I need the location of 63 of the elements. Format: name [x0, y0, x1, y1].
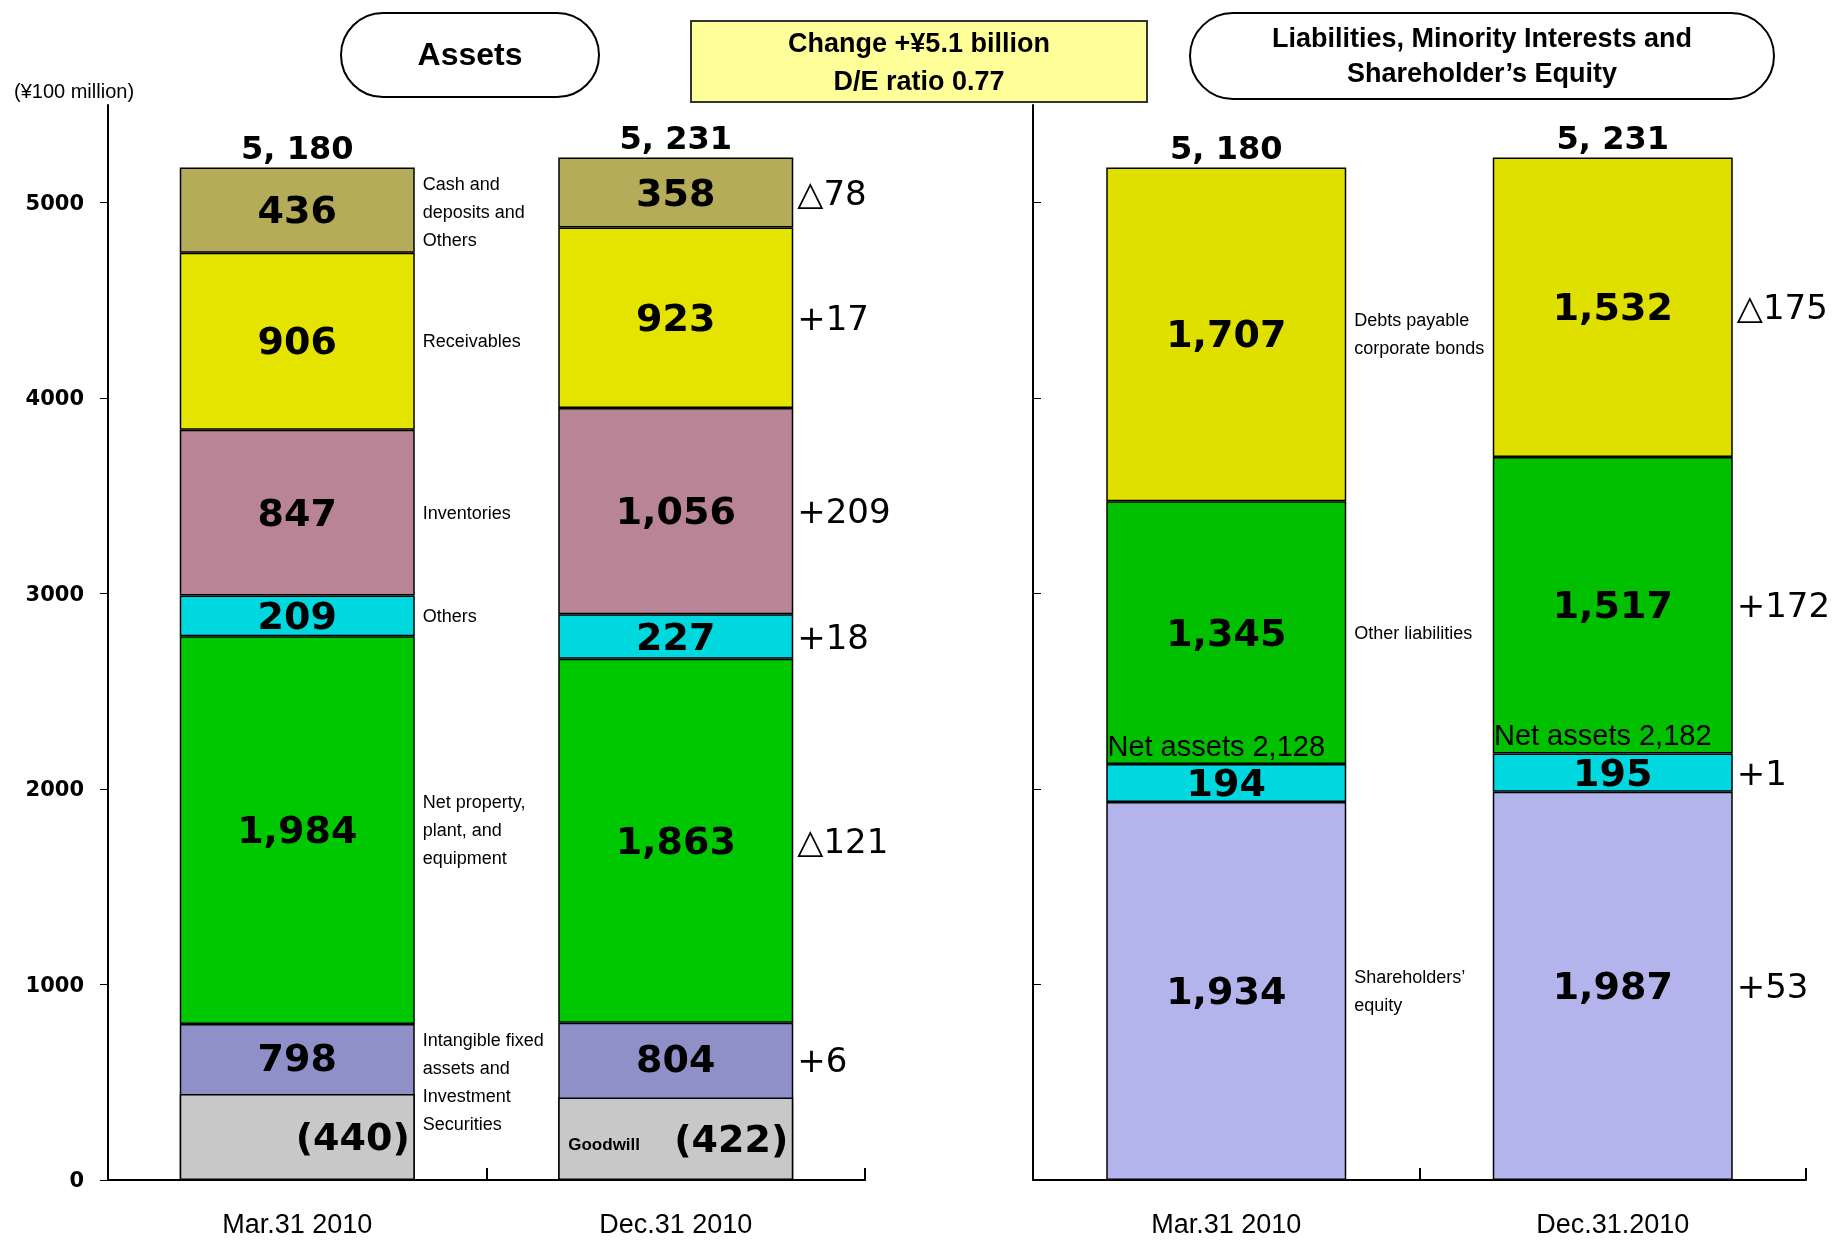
series-label: Shareholders’ equity: [1354, 967, 1470, 1015]
series-label: Cash and deposits and Others: [422, 173, 530, 250]
annotation: +18: [797, 616, 870, 657]
x-tick-label: Dec.31 2010: [599, 1208, 753, 1239]
annotation: +53: [1736, 965, 1809, 1006]
annotation: +6: [797, 1040, 848, 1081]
series-label: Inventories: [422, 502, 511, 523]
data-label: 1,056: [615, 489, 736, 534]
annotation: △121: [797, 820, 889, 861]
annotation: +1: [1736, 752, 1787, 793]
x-tick-label: Mar.31 2010: [222, 1208, 373, 1239]
y-tick-label: 0: [69, 1168, 84, 1192]
y-tick-label: 3000: [25, 581, 84, 606]
y-tick-label: 1000: [25, 972, 84, 997]
series-label: Others: [422, 605, 477, 626]
chart-title: Assets: [340, 12, 600, 98]
chart-title: Liabilities, Minority Interests and Shareholder’s Equity: [1189, 12, 1775, 100]
data-label: 195: [1573, 750, 1653, 795]
series-label: Goodwill: [568, 1135, 641, 1155]
data-label: 358: [636, 170, 716, 215]
data-label: 1,707: [1166, 312, 1287, 357]
data-label: (422): [674, 1116, 789, 1161]
data-label: 798: [257, 1036, 337, 1081]
data-label: 1,532: [1552, 285, 1673, 330]
data-label: 1,863: [615, 818, 736, 863]
data-label: 194: [1186, 761, 1266, 806]
data-label: 436: [257, 188, 337, 233]
text: D/E ratio 0.77: [832, 65, 1006, 98]
total-label: 5, 180: [1170, 128, 1283, 167]
data-label: 1,934: [1166, 969, 1287, 1013]
annotation: +209: [797, 491, 891, 532]
x-tick-label: Dec.31.2010: [1536, 1208, 1690, 1239]
annotation: +172: [1736, 585, 1831, 626]
series-label: Net property, plant, and equipment: [422, 792, 531, 869]
data-label: 1,984: [237, 808, 358, 853]
data-label: 209: [257, 593, 337, 638]
y-tick-label: 4000: [25, 386, 84, 411]
y-tick-label: 5000: [25, 190, 84, 215]
data-label: 804: [636, 1037, 716, 1082]
series-label: Debts payable corporate bonds: [1354, 310, 1485, 359]
data-label: (440): [295, 1115, 410, 1159]
data-label: 1,517: [1552, 583, 1673, 628]
text: Change +¥5.1 billion: [787, 27, 1051, 60]
data-label: 847: [257, 490, 337, 535]
data-label: 1,987: [1552, 963, 1673, 1008]
y-tick-label: 2000: [25, 777, 84, 802]
total-label: 5, 180: [241, 128, 354, 167]
annotation: △175: [1736, 287, 1828, 328]
total-label: 5, 231: [1556, 118, 1669, 157]
annotation: Net assets 2,128: [1107, 729, 1326, 762]
y-axis-title: (¥100 million): [14, 80, 135, 103]
annotation: +17: [797, 297, 870, 338]
data-label: 227: [636, 614, 716, 659]
series-label: Receivables: [422, 331, 521, 352]
total-label: 5, 231: [619, 118, 732, 157]
series-label: Other liabilities: [1354, 622, 1473, 643]
annotation: △78: [797, 172, 867, 213]
data-label: 1,345: [1166, 610, 1287, 655]
x-tick-label: Mar.31 2010: [1151, 1208, 1302, 1239]
data-label: 906: [257, 319, 337, 364]
series-label: Intangible fixed assets and Investment Securities: [422, 1030, 549, 1135]
annotation: Net assets 2,182: [1493, 719, 1712, 752]
data-label: 923: [636, 295, 716, 340]
